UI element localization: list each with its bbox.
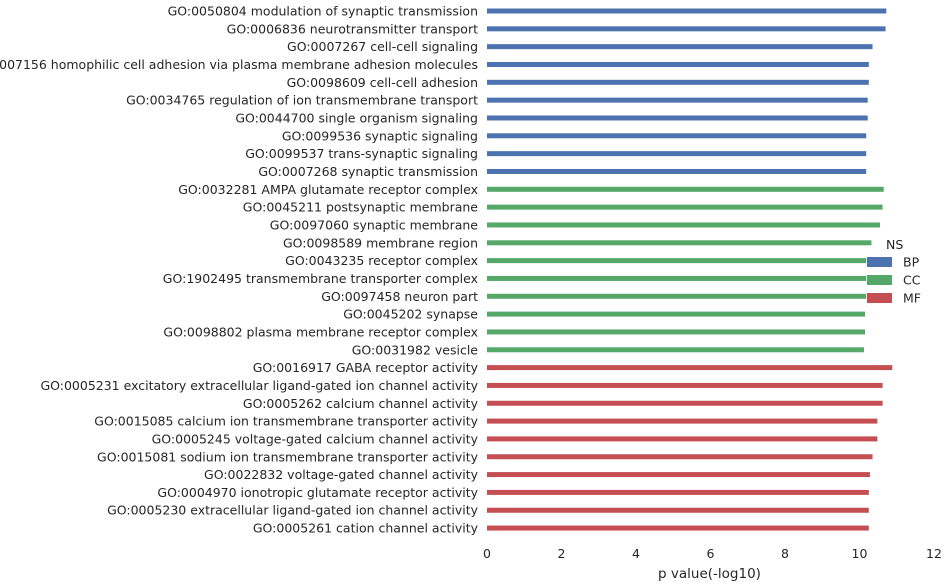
bar-cc-12 [487,222,880,228]
x-axis-title: p value(-log10) [658,566,761,582]
category-labels: GO:0050804 modulation of synaptic transm… [0,4,479,536]
category-label: GO:0015085 calcium ion transmembrane tra… [94,414,478,429]
bar-cc-10 [487,186,884,192]
bar-cc-13 [487,240,872,246]
legend-swatch-cc [867,275,892,285]
x-axis-ticks: 0 2 4 6 8 10 12 [483,546,942,561]
bar-cc-19 [487,347,864,353]
category-label: GO:0097458 neuron part [321,289,478,304]
legend-swatch-bp [867,257,892,267]
category-label: GO:0005262 calcium channel activity [243,396,479,411]
category-label: GO:0044700 single organism signaling [235,110,478,125]
bar-bp-1 [487,26,886,32]
bar-mf-26 [487,472,870,478]
category-label: GO:0022832 voltage-gated channel activit… [204,467,479,482]
bar-cc-15 [487,275,867,281]
bar-mf-27 [487,489,869,495]
category-label: GO:0005231 excitatory extracellular liga… [40,378,478,393]
legend-title: NS [886,237,903,252]
category-label: GO:0007267 cell-cell signaling [287,39,478,54]
category-label: GO:0005245 voltage-gated calcium channel… [152,431,479,446]
bar-cc-11 [487,204,883,210]
bar-mf-22 [487,400,883,406]
category-label: GO:0045211 postsynaptic membrane [243,200,479,215]
legend-label-bp: BP [903,255,920,270]
category-label: GO:0007268 synaptic transmission [258,164,478,179]
legend-label-mf: MF [903,291,921,306]
category-label: GO:0005261 cation channel activity [253,521,479,536]
bar-bp-5 [487,97,868,103]
category-label: GO:0015081 sodium ion transmembrane tran… [97,449,479,464]
x-tick-label: 10 [852,546,868,561]
category-label: GO:0016917 GABA receptor activity [253,360,479,375]
bar-bp-0 [487,8,887,14]
category-label: GO:0097060 synaptic membrane [270,217,479,232]
bar-mf-20 [487,365,893,371]
bar-mf-29 [487,525,869,531]
bar-cc-18 [487,329,866,335]
category-label: GO:0098589 membrane region [283,235,478,250]
bar-bp-8 [487,151,867,157]
legend-label-cc: CC [903,273,921,288]
bar-bp-2 [487,44,873,50]
x-tick-label: 4 [632,546,640,561]
category-label: GO:0045202 synapse [343,307,478,322]
bar-bp-6 [487,115,868,121]
category-label: GO:0050804 modulation of synaptic transm… [168,4,478,19]
category-label: GO:0098802 plasma membrane receptor comp… [163,324,478,339]
category-label: GO:0006836 neurotransmitter transport [227,21,478,36]
x-tick-label: 6 [707,546,715,561]
x-tick-label: 8 [781,546,789,561]
bar-bp-9 [487,168,867,174]
category-label: GO:0007156 homophilic cell adhesion via … [0,57,478,72]
category-label: GO:0099536 synaptic signaling [282,128,478,143]
bar-bp-4 [487,79,869,85]
legend-swatch-mf [867,293,892,303]
category-label: GO:0098609 cell-cell adhesion [287,75,478,90]
category-label: GO:0099537 trans-synaptic signaling [245,146,478,161]
category-label: GO:0031982 vesicle [352,342,479,357]
bar-mf-28 [487,507,869,513]
bar-cc-17 [487,311,866,317]
bars-group [487,8,893,531]
category-label: GO:0034765 regulation of ion transmembra… [126,93,478,108]
bar-mf-24 [487,436,878,442]
category-label: GO:0004970 ionotropic glutamate receptor… [157,485,478,500]
category-label: GO:0032281 AMPA glutamate receptor compl… [178,182,478,197]
category-label: GO:1902495 transmembrane transporter com… [163,271,478,286]
category-label: GO:0043235 receptor complex [285,253,478,268]
bar-cc-14 [487,258,867,264]
bar-mf-23 [487,418,878,424]
x-tick-label: 12 [926,546,942,561]
legend: NS BP CC MF [867,237,921,306]
bar-cc-16 [487,293,867,299]
category-label: GO:0005230 extracellular ligand-gated io… [107,503,479,518]
bar-bp-3 [487,61,869,67]
bar-bp-7 [487,133,867,139]
bar-mf-25 [487,454,873,460]
x-tick-label: 0 [483,546,491,561]
x-tick-label: 2 [558,546,566,561]
bar-mf-21 [487,382,883,388]
